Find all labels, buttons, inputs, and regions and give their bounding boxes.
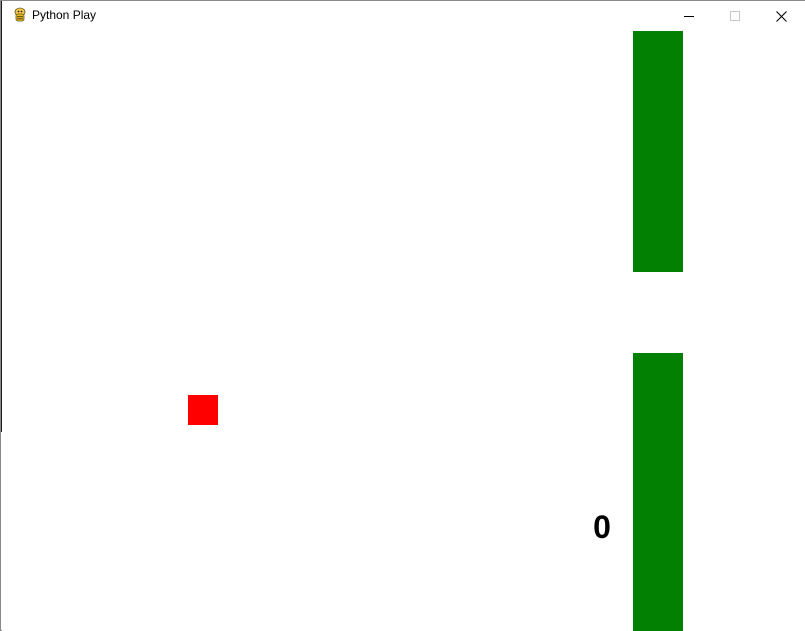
pygame-snake-icon	[14, 7, 26, 22]
bottom-pipe	[633, 353, 683, 631]
minimize-button[interactable]	[666, 1, 712, 31]
top-pipe	[633, 31, 683, 272]
window-title: Python Play	[32, 8, 97, 22]
game-canvas[interactable]: 0	[2, 31, 805, 631]
minimize-icon	[684, 16, 694, 17]
maximize-button[interactable]	[712, 1, 758, 31]
title-bar[interactable]: Python Play	[2, 1, 805, 31]
close-button[interactable]	[758, 1, 804, 31]
score-text: 0	[593, 509, 611, 545]
close-icon	[775, 10, 787, 22]
maximize-icon	[730, 11, 740, 21]
player-square	[188, 395, 218, 425]
